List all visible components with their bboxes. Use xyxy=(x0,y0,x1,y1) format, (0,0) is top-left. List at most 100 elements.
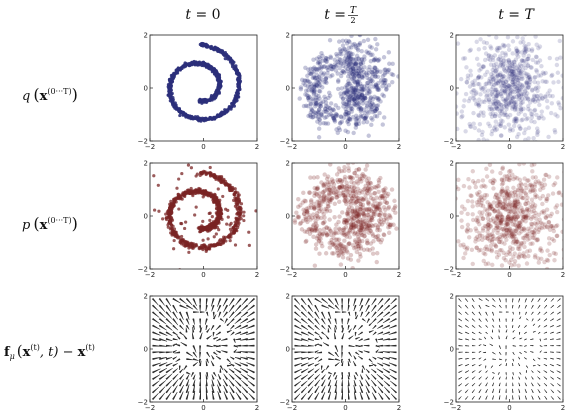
scatter-point xyxy=(334,127,339,132)
quiver-arrow xyxy=(185,311,190,320)
scatter-point xyxy=(506,195,512,201)
scatter-point xyxy=(487,99,492,105)
scatter-point xyxy=(514,48,519,53)
scatter-point xyxy=(232,231,237,235)
scatter-point xyxy=(356,105,361,110)
quiver-arrow xyxy=(205,351,211,358)
scatter-point xyxy=(532,107,538,113)
scatter-point xyxy=(502,88,507,94)
scatter-point xyxy=(532,228,537,233)
scatter-point xyxy=(309,228,315,234)
scatter-point xyxy=(177,207,181,211)
scatter-point xyxy=(535,237,540,243)
scatter-point xyxy=(312,193,317,199)
scatter-point xyxy=(349,184,354,190)
scatter-point xyxy=(201,228,205,232)
quiver-arrow xyxy=(294,344,303,347)
scatter-point xyxy=(519,76,524,81)
scatter-point xyxy=(363,183,368,189)
scatter-point xyxy=(517,220,523,225)
scatter-point xyxy=(506,213,511,219)
scatter-point xyxy=(522,112,528,118)
scatter-point xyxy=(296,197,301,202)
scatter-point xyxy=(359,87,365,93)
scatter-point xyxy=(237,193,241,197)
scatter-point xyxy=(347,116,353,122)
scatter-point xyxy=(374,207,379,212)
scatter-point xyxy=(511,219,517,224)
scatter-point xyxy=(490,74,496,79)
scatter-point xyxy=(475,234,480,240)
scatter-point xyxy=(507,248,513,253)
scatter-point xyxy=(370,78,375,84)
scatter-point xyxy=(515,35,520,40)
scatter-point xyxy=(468,47,473,53)
quiver-arrow xyxy=(199,311,205,314)
scatter-point xyxy=(519,144,523,148)
scatter-point xyxy=(314,75,320,81)
quiver-arrow xyxy=(151,304,159,312)
scatter-point xyxy=(488,218,494,223)
scatter-point xyxy=(349,45,354,50)
scatter-point xyxy=(560,73,563,78)
scatter-point xyxy=(525,208,530,214)
scatter-point xyxy=(511,75,516,80)
scatter-point xyxy=(342,220,347,225)
scatter-point xyxy=(215,72,220,76)
scatter-point xyxy=(513,239,519,245)
quiver-arrow xyxy=(185,351,193,357)
scatter-point xyxy=(524,185,529,191)
quiver-arrow xyxy=(300,368,309,374)
scatter-point xyxy=(481,183,486,188)
scatter-point xyxy=(495,283,499,287)
scatter-point xyxy=(366,218,372,223)
scatter-point xyxy=(522,235,527,241)
scatter-point xyxy=(535,130,540,135)
scatter-point xyxy=(490,57,496,63)
quiver-arrow xyxy=(216,344,221,348)
scatter-point xyxy=(517,224,522,229)
scatter-point xyxy=(499,221,504,227)
scatter-point xyxy=(468,124,473,129)
scatter-point xyxy=(372,191,377,196)
scatter-point xyxy=(489,239,495,244)
scatter-point xyxy=(516,111,521,117)
scatter-point xyxy=(346,121,351,127)
scatter-point xyxy=(336,166,342,171)
scatter-point xyxy=(312,228,317,233)
scatter-point xyxy=(317,117,323,123)
scatter-point xyxy=(494,87,499,92)
scatter-point xyxy=(521,39,526,45)
scatter-point xyxy=(458,243,463,248)
quiver-arrow xyxy=(158,297,165,306)
scatter-point xyxy=(323,106,328,112)
scatter-point xyxy=(324,233,330,238)
scatter-point xyxy=(302,211,307,216)
scatter-point xyxy=(500,205,506,211)
quiver-arrow xyxy=(205,298,208,307)
scatter-point xyxy=(493,61,499,66)
scatter-point xyxy=(512,209,517,214)
scatter-point xyxy=(448,96,452,100)
scatter-point xyxy=(511,101,517,106)
scatter-point xyxy=(520,83,525,88)
panel-marks xyxy=(297,35,399,140)
scatter-point xyxy=(365,87,371,92)
scatter-point xyxy=(297,221,303,226)
scatter-point xyxy=(336,78,341,83)
scatter-point xyxy=(352,61,358,67)
scatter-point xyxy=(506,57,511,63)
quiver-arrow xyxy=(158,386,166,394)
scatter-point xyxy=(526,75,531,80)
scatter-point xyxy=(369,107,374,112)
scatter-point xyxy=(345,82,351,87)
scatter-point xyxy=(183,243,187,247)
scatter-point xyxy=(331,107,336,113)
scatter-point xyxy=(324,109,329,115)
scatter-point xyxy=(366,67,371,72)
scatter-point xyxy=(368,95,374,100)
scatter-point xyxy=(190,246,194,250)
scatter-point xyxy=(515,80,521,86)
scatter-point xyxy=(383,207,388,212)
scatter-point xyxy=(347,116,352,121)
